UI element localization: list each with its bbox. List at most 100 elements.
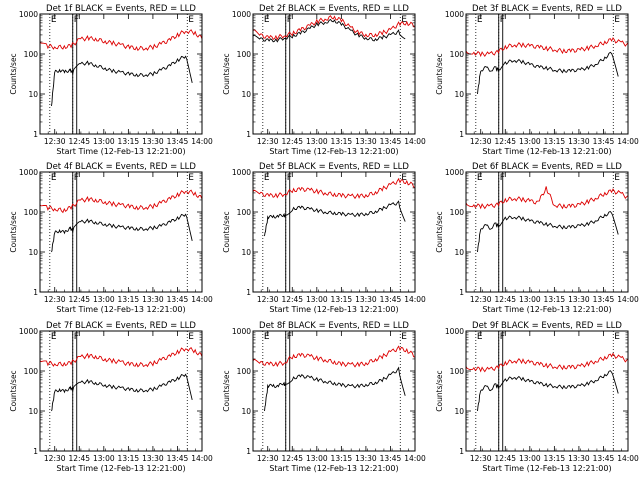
series-lld-line [465,37,629,58]
y-axis-label: Counts/sec [222,53,231,94]
y-tick-label: 100 [450,208,465,217]
x-tick-label: 12:30 [470,137,492,146]
y-tick-label: 100 [24,367,39,376]
x-tick-label: 14:00 [191,137,213,146]
series-lld-line [252,177,416,200]
x-tick-label: 13:00 [93,454,115,463]
y-tick-label: 1 [33,130,38,139]
y-tick-label: 100 [450,50,465,59]
x-axis-label: Start Time (12-Feb-13 12:21:00) [482,147,611,156]
y-tick-label: 10 [28,407,38,416]
x-tick-label: 13:15 [544,137,566,146]
y-tick-label: 100 [237,50,252,59]
plot-frame [465,171,629,293]
x-tick-label: 13:15 [118,454,140,463]
x-tick-label: 13:45 [380,295,402,304]
series-events-line [477,210,619,253]
series-events-line [477,51,619,95]
marker-label: E [264,332,270,342]
x-tick-label: 13:45 [167,295,189,304]
f-block [285,330,291,452]
y-tick-label: 100 [450,367,465,376]
x-tick-label: 12:30 [44,295,66,304]
f-block [498,330,504,452]
panel-title: Det 3f BLACK = Events, RED = LLD [472,4,622,14]
y-tick-label: 1 [459,288,464,297]
x-tick-label: 12:30 [257,454,279,463]
marker-label: E [477,332,483,342]
x-tick-label: 13:30 [355,454,377,463]
x-axis-label: Start Time (12-Feb-13 12:21:00) [269,147,398,156]
f-block [72,13,78,135]
x-tick-label: 12:30 [470,295,492,304]
marker-label: E [51,173,57,183]
marker-label: E [477,15,483,25]
y-tick-label: 1000 [445,10,464,19]
marker-label: E [264,15,270,25]
series-events-line [252,18,406,43]
plot-frame [465,13,629,135]
series-lld-line [252,345,416,368]
x-tick-label: 13:30 [142,454,164,463]
x-tick-label: 14:00 [404,454,426,463]
x-tick-label: 12:45 [281,295,303,304]
x-tick-label: 13:45 [380,454,402,463]
x-tick-label: 13:00 [519,137,541,146]
x-tick-label: 13:45 [167,454,189,463]
x-tick-label: 12:45 [494,137,516,146]
marker-label: E [188,173,194,183]
x-tick-label: 13:45 [380,137,402,146]
x-tick-label: 13:15 [544,295,566,304]
marker-label: E [477,173,483,183]
y-tick-label: 10 [241,90,251,99]
x-tick-label: 12:30 [44,454,66,463]
x-tick-label: 12:45 [281,454,303,463]
x-tick-label: 13:30 [142,137,164,146]
x-tick-label: 13:30 [568,454,590,463]
x-tick-label: 13:00 [519,295,541,304]
series-lld-line [39,29,203,52]
x-tick-label: 13:00 [306,137,328,146]
y-axis-label: Counts/sec [9,370,18,411]
marker-label: E [614,173,620,183]
x-tick-label: 14:00 [404,295,426,304]
x-axis-label: Start Time (12-Feb-13 12:21:00) [56,464,185,473]
y-tick-label: 10 [454,248,464,257]
x-tick-label: 14:00 [191,295,213,304]
x-axis-label: Start Time (12-Feb-13 12:21:00) [269,305,398,314]
x-tick-label: 13:30 [355,295,377,304]
x-tick-label: 14:00 [617,137,639,146]
x-tick-label: 14:00 [617,454,639,463]
x-axis-label: Start Time (12-Feb-13 12:21:00) [482,464,611,473]
marker-label: E [188,332,194,342]
plot-frame [252,171,416,293]
y-tick-label: 10 [28,90,38,99]
x-tick-label: 13:00 [93,295,115,304]
x-tick-label: 13:15 [544,454,566,463]
x-tick-label: 12:45 [281,137,303,146]
y-axis-label: Counts/sec [222,211,231,252]
y-tick-label: 1000 [232,327,251,336]
y-tick-label: 10 [454,407,464,416]
x-tick-label: 13:30 [568,137,590,146]
x-tick-label: 13:15 [118,137,140,146]
x-tick-label: 14:00 [617,295,639,304]
series-events-line [51,55,193,107]
x-tick-label: 12:45 [494,295,516,304]
marker-label: E [51,15,57,25]
panel-title: Det 2f BLACK = Events, RED = LLD [259,4,409,14]
panel-title: Det 7f BLACK = Events, RED = LLD [46,321,196,331]
series-events-line [264,366,406,412]
marker-label: E [614,15,620,25]
y-tick-label: 100 [237,208,252,217]
x-axis-label: Start Time (12-Feb-13 12:21:00) [482,305,611,314]
y-tick-label: 10 [241,248,251,257]
y-tick-label: 1 [459,447,464,456]
x-tick-label: 14:00 [404,137,426,146]
y-axis-label: Counts/sec [9,211,18,252]
plot-frame [39,171,203,293]
f-block [72,171,78,293]
y-axis-label: Counts/sec [9,53,18,94]
